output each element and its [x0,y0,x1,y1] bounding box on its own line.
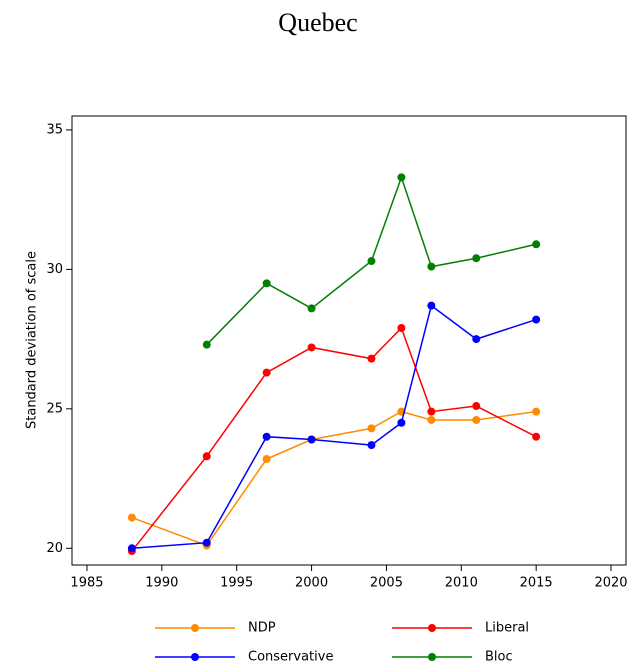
legend-label: Liberal [485,621,529,636]
y-tick-label: 30 [46,262,63,277]
data-point [202,538,211,547]
y-tick-label: 25 [46,401,63,416]
data-point [427,301,436,310]
data-point [472,335,481,344]
data-point [367,424,376,433]
legend-marker [191,653,199,661]
data-point [397,418,406,427]
y-axis-label: Standard deviation of scale [25,251,40,429]
data-point [367,354,376,363]
data-point [262,279,271,288]
data-point [307,343,316,352]
x-tick-label: 1995 [220,576,253,591]
data-point [427,415,436,424]
x-tick-label: 1990 [145,576,178,591]
data-point [427,407,436,416]
chart-title: Quebec [278,8,357,37]
data-point [397,173,406,182]
y-tick-label: 20 [46,541,63,556]
data-point [472,402,481,411]
x-tick-label: 2020 [594,576,627,591]
data-point [202,452,211,461]
data-point [427,262,436,271]
data-point [262,368,271,377]
legend-marker [191,624,199,632]
data-point [472,254,481,263]
plot-frame [71,115,627,566]
legend-marker [428,624,436,632]
data-point [127,544,136,553]
data-point [307,304,316,313]
x-tick-label: 2005 [370,576,403,591]
legend-label: Bloc [485,650,513,665]
x-tick-label: 1985 [70,576,103,591]
series-line [131,326,537,552]
data-point [202,340,211,349]
x-tick-label: 2000 [295,576,328,591]
y-tick-label: 35 [46,122,63,137]
data-point [262,432,271,441]
data-point [532,432,541,441]
data-point [532,407,541,416]
data-point [367,441,376,450]
data-point [367,257,376,266]
x-tick-label: 2010 [445,576,478,591]
series-line [206,175,537,346]
data-point [127,513,136,522]
data-point [307,435,316,444]
x-tick-label: 2015 [520,576,553,591]
data-point [472,415,481,424]
legend-marker [428,653,436,661]
data-point [532,315,541,324]
data-point [262,455,271,464]
series-line [131,410,537,547]
legend-label: NDP [248,621,276,636]
data-point [532,240,541,249]
data-point [397,323,406,332]
legend-label: Conservative [248,650,333,665]
